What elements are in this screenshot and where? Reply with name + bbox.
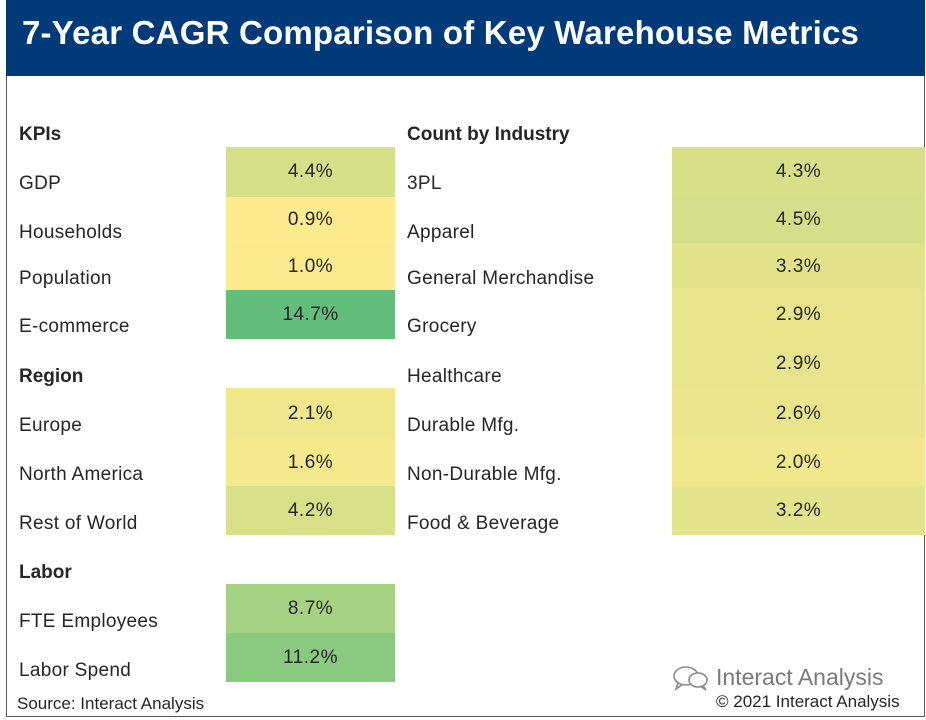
value-cell-e-commerce: 14.7% bbox=[226, 290, 395, 339]
industry-value-cell-grocery: 2.9% bbox=[672, 290, 925, 339]
industry-value-cell-3pl: 4.3% bbox=[672, 147, 925, 197]
industry-label-healthcare: Healthcare bbox=[407, 366, 502, 387]
row-label-north-america: North America bbox=[19, 464, 144, 485]
industry-label-durable-mfg: Durable Mfg. bbox=[407, 415, 520, 436]
copyright-note: © 2021 Interact Analysis bbox=[716, 692, 900, 711]
group-header-labor: Labor bbox=[19, 562, 72, 583]
industry-label-3pl: 3PL bbox=[407, 173, 442, 194]
industry-value-cell-healthcare: 2.9% bbox=[672, 339, 925, 388]
row-label-gdp: GDP bbox=[19, 173, 62, 194]
row-label-households: Households bbox=[19, 222, 123, 243]
row-label-labor-spend: Labor Spend bbox=[19, 660, 132, 681]
value-cell-gdp: 4.4% bbox=[226, 147, 395, 197]
group-header-count-by-industry: Count by Industry bbox=[407, 124, 570, 145]
row-label-population: Population bbox=[19, 268, 112, 289]
title-bar: 7-Year CAGR Comparison of Key Warehouse … bbox=[6, 0, 925, 76]
value-cell-north-america: 1.6% bbox=[226, 439, 395, 486]
row-label-fte-employees: FTE Employees bbox=[19, 611, 159, 632]
industry-value-cell-apparel: 4.5% bbox=[672, 197, 925, 243]
industry-value-cell-food-beverage: 3.2% bbox=[672, 486, 925, 535]
value-cell-fte-employees: 8.7% bbox=[226, 584, 395, 633]
watermark-logo: Interact Analysis bbox=[672, 664, 883, 691]
industry-label-non-durable-mfg: Non-Durable Mfg. bbox=[407, 464, 562, 485]
group-header-region: Region bbox=[19, 366, 84, 387]
source-note: Source: Interact Analysis bbox=[17, 694, 205, 713]
group-header-kpis: KPIs bbox=[19, 124, 62, 145]
value-cell-labor-spend: 11.2% bbox=[226, 633, 395, 682]
value-cell-households: 0.9% bbox=[226, 197, 395, 243]
chart-title: 7-Year CAGR Comparison of Key Warehouse … bbox=[22, 14, 860, 51]
industry-label-grocery: Grocery bbox=[407, 316, 477, 337]
chat-bubbles-icon bbox=[673, 665, 708, 691]
industry-label-apparel: Apparel bbox=[407, 222, 475, 243]
logo-text: Interact Analysis bbox=[716, 664, 884, 690]
value-cell-europe: 2.1% bbox=[226, 388, 395, 439]
row-label-europe: Europe bbox=[19, 415, 83, 436]
row-label-rest-of-world: Rest of World bbox=[19, 513, 138, 534]
value-cell-population: 1.0% bbox=[226, 243, 395, 290]
industry-value-cell-general-merchandise: 3.3% bbox=[672, 243, 925, 290]
value-cell-rest-of-world: 4.2% bbox=[226, 486, 395, 535]
industry-label-general-merchandise: General Merchandise bbox=[407, 268, 595, 289]
row-label-e-commerce: E-commerce bbox=[19, 316, 130, 337]
industry-label-food-beverage: Food & Beverage bbox=[407, 513, 560, 534]
industry-value-cell-non-durable-mfg: 2.0% bbox=[672, 439, 925, 486]
industry-value-cell-durable-mfg: 2.6% bbox=[672, 388, 925, 439]
